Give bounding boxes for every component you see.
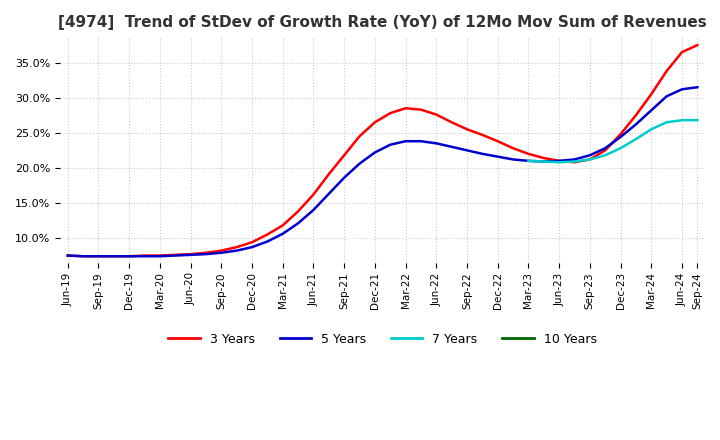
Title: [4974]  Trend of StDev of Growth Rate (YoY) of 12Mo Mov Sum of Revenues: [4974] Trend of StDev of Growth Rate (Yo… xyxy=(58,15,707,30)
Legend: 3 Years, 5 Years, 7 Years, 10 Years: 3 Years, 5 Years, 7 Years, 10 Years xyxy=(163,327,602,351)
